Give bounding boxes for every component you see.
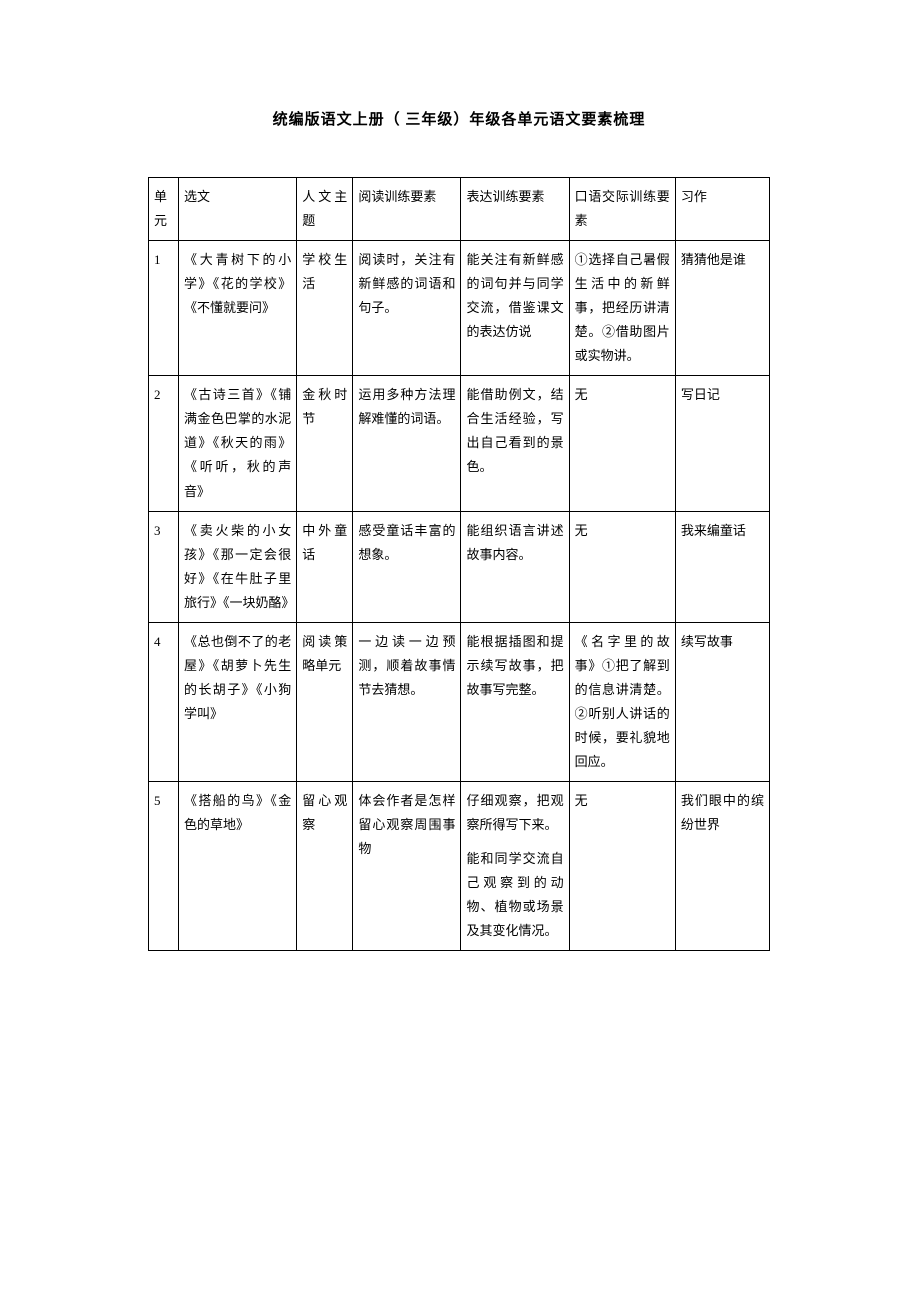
- cell-unit: 5: [149, 782, 179, 951]
- cell-writing: 续写故事: [675, 622, 769, 781]
- curriculum-table: 单元 选文 人文主题 阅读训练要素 表达训练要素 口语交际训练要素 习作 1 《…: [148, 177, 770, 951]
- table-row: 5 《搭船的鸟》《金色的草地》 留心观察 体会作者是怎样留心观察周围事物 仔细观…: [149, 782, 770, 951]
- col-header-theme: 人文主题: [297, 178, 353, 241]
- cell-text: 《卖火柴的小女孩》《那一定会很好》《在牛肚子里旅行》《一块奶酪》: [179, 511, 297, 622]
- cell-theme: 学校生活: [297, 241, 353, 376]
- cell-oral: 《名字里的故事》①把了解到的信息讲清楚。②听别人讲话的时候，要礼貌地回应。: [569, 622, 675, 781]
- cell-writing: 写日记: [675, 376, 769, 511]
- document-page: 统编版语文上册（ 三年级）年级各单元语文要素梳理 单元 选文 人文主题 阅读训练…: [0, 0, 920, 1011]
- cell-unit: 1: [149, 241, 179, 376]
- cell-text: 《大青树下的小学》《花的学校》《不懂就要问》: [179, 241, 297, 376]
- cell-express: 能关注有新鲜感的词句并与同学交流，借鉴课文的表达仿说: [461, 241, 569, 376]
- cell-theme: 阅读策略单元: [297, 622, 353, 781]
- table-row: 2 《古诗三首》《铺满金色巴掌的水泥道》《秋天的雨》《听听，秋的声音》 金秋时节…: [149, 376, 770, 511]
- cell-text: 《搭船的鸟》《金色的草地》: [179, 782, 297, 951]
- cell-oral: 无: [569, 511, 675, 622]
- express-paragraph: 能和同学交流自己观察到的动物、植物或场景及其变化情况。: [466, 847, 563, 943]
- table-row: 3 《卖火柴的小女孩》《那一定会很好》《在牛肚子里旅行》《一块奶酪》 中外童话 …: [149, 511, 770, 622]
- cell-reading: 体会作者是怎样留心观察周围事物: [353, 782, 461, 951]
- col-header-oral: 口语交际训练要素: [569, 178, 675, 241]
- cell-writing: 我们眼中的缤纷世界: [675, 782, 769, 951]
- cell-reading: 运用多种方法理解难懂的词语。: [353, 376, 461, 511]
- col-header-unit: 单元: [149, 178, 179, 241]
- page-title: 统编版语文上册（ 三年级）年级各单元语文要素梳理: [148, 108, 770, 129]
- table-header-row: 单元 选文 人文主题 阅读训练要素 表达训练要素 口语交际训练要素 习作: [149, 178, 770, 241]
- cell-writing: 猜猜他是谁: [675, 241, 769, 376]
- col-header-express: 表达训练要素: [461, 178, 569, 241]
- table-row: 4 《总也倒不了的老屋》《胡萝卜先生的长胡子》《小狗学叫》 阅读策略单元 一边读…: [149, 622, 770, 781]
- cell-oral: 无: [569, 782, 675, 951]
- col-header-reading: 阅读训练要素: [353, 178, 461, 241]
- cell-theme: 金秋时节: [297, 376, 353, 511]
- cell-theme: 留心观察: [297, 782, 353, 951]
- cell-oral: ①选择自己暑假生活中的新鲜事，把经历讲清楚。②借助图片或实物讲。: [569, 241, 675, 376]
- cell-reading: 一边读一边预测，顺着故事情节去猜想。: [353, 622, 461, 781]
- cell-express: 能组织语言讲述故事内容。: [461, 511, 569, 622]
- cell-writing: 我来编童话: [675, 511, 769, 622]
- col-header-text: 选文: [179, 178, 297, 241]
- cell-express: 能根据插图和提示续写故事，把故事写完整。: [461, 622, 569, 781]
- cell-theme: 中外童话: [297, 511, 353, 622]
- cell-text: 《古诗三首》《铺满金色巴掌的水泥道》《秋天的雨》《听听，秋的声音》: [179, 376, 297, 511]
- cell-unit: 2: [149, 376, 179, 511]
- cell-reading: 阅读时，关注有新鲜感的词语和句子。: [353, 241, 461, 376]
- col-header-writing: 习作: [675, 178, 769, 241]
- cell-text: 《总也倒不了的老屋》《胡萝卜先生的长胡子》《小狗学叫》: [179, 622, 297, 781]
- cell-unit: 3: [149, 511, 179, 622]
- cell-express: 能借助例文，结合生活经验，写出自己看到的景色。: [461, 376, 569, 511]
- cell-oral: 无: [569, 376, 675, 511]
- cell-express: 仔细观察，把观察所得写下来。 能和同学交流自己观察到的动物、植物或场景及其变化情…: [461, 782, 569, 951]
- table-row: 1 《大青树下的小学》《花的学校》《不懂就要问》 学校生活 阅读时，关注有新鲜感…: [149, 241, 770, 376]
- cell-unit: 4: [149, 622, 179, 781]
- express-paragraph: 仔细观察，把观察所得写下来。: [466, 789, 563, 837]
- cell-reading: 感受童话丰富的想象。: [353, 511, 461, 622]
